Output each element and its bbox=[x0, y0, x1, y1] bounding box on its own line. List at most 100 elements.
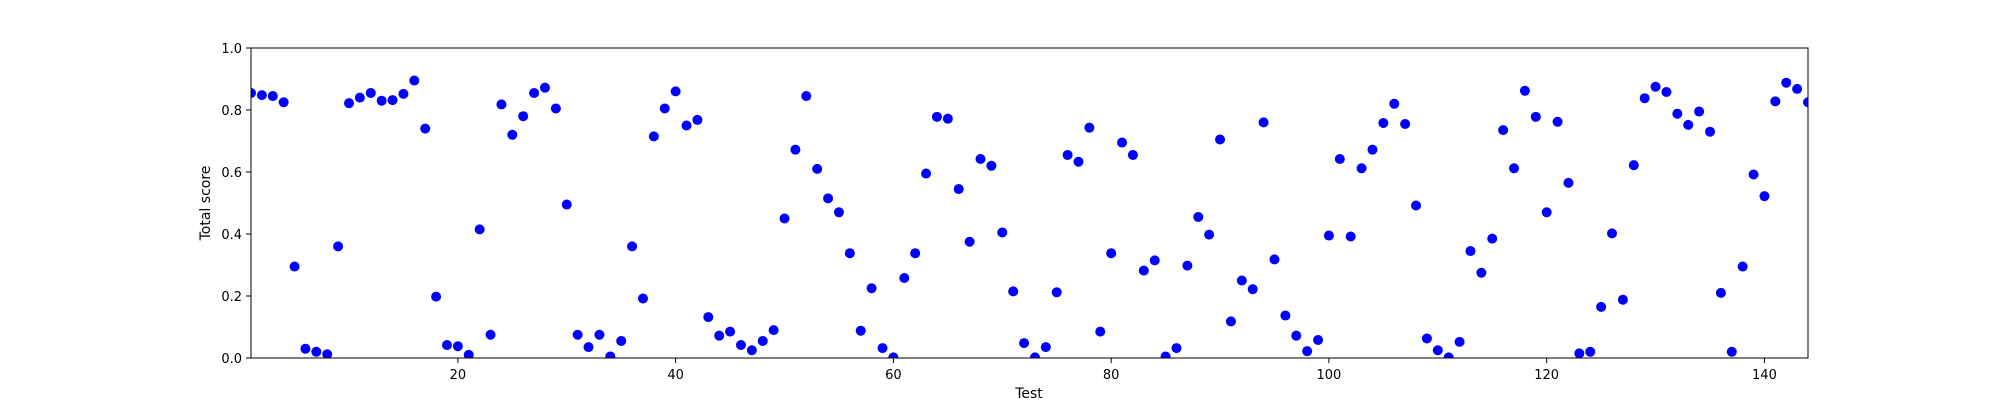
data-point bbox=[931, 111, 942, 122]
data-point bbox=[790, 144, 801, 155]
data-point bbox=[1715, 287, 1726, 298]
data-point bbox=[518, 111, 529, 122]
data-point bbox=[888, 352, 899, 358]
data-point bbox=[1617, 294, 1628, 305]
data-point bbox=[714, 330, 725, 341]
data-point bbox=[1149, 255, 1160, 266]
data-point bbox=[812, 163, 823, 174]
y-tick-label: 0.0 bbox=[221, 352, 242, 367]
data-point bbox=[801, 91, 812, 102]
data-point bbox=[942, 113, 953, 124]
data-point bbox=[725, 326, 736, 337]
data-point bbox=[910, 248, 921, 259]
data-point bbox=[1127, 149, 1138, 160]
data-point bbox=[1106, 248, 1117, 259]
data-point bbox=[1585, 346, 1596, 357]
data-point bbox=[1095, 326, 1106, 337]
data-point bbox=[659, 103, 670, 114]
data-point bbox=[833, 207, 844, 218]
data-point bbox=[692, 114, 703, 125]
data-point bbox=[1421, 333, 1432, 344]
data-point bbox=[1628, 160, 1639, 171]
data-point bbox=[387, 95, 398, 106]
y-tick-label: 0.6 bbox=[221, 166, 242, 181]
data-point bbox=[1650, 81, 1661, 92]
data-point bbox=[1726, 346, 1737, 357]
data-point bbox=[1694, 106, 1705, 117]
data-point bbox=[1792, 83, 1803, 94]
data-point bbox=[550, 103, 561, 114]
data-point bbox=[1607, 228, 1618, 239]
data-point bbox=[1519, 85, 1530, 96]
data-point bbox=[681, 120, 692, 131]
data-point bbox=[594, 329, 605, 340]
data-point bbox=[376, 95, 387, 106]
data-point bbox=[986, 160, 997, 171]
data-point bbox=[1476, 267, 1487, 278]
data-point bbox=[1748, 169, 1759, 180]
data-point bbox=[703, 312, 714, 323]
plot-frame bbox=[250, 47, 1809, 359]
data-point bbox=[1334, 153, 1345, 164]
y-tick-label: 1.0 bbox=[221, 42, 242, 57]
data-point bbox=[485, 329, 496, 340]
data-point bbox=[1313, 335, 1324, 346]
data-point bbox=[1411, 200, 1422, 211]
data-point bbox=[561, 199, 572, 210]
data-point bbox=[637, 293, 648, 304]
data-point bbox=[1563, 177, 1574, 188]
data-point bbox=[627, 241, 638, 252]
data-point bbox=[953, 184, 964, 195]
data-point bbox=[844, 248, 855, 259]
data-point bbox=[964, 236, 975, 247]
data-point bbox=[1661, 87, 1672, 98]
data-point bbox=[409, 75, 420, 86]
data-point bbox=[757, 335, 768, 346]
data-point bbox=[1705, 126, 1716, 137]
data-point bbox=[1117, 137, 1128, 148]
data-point bbox=[1737, 261, 1748, 272]
data-point bbox=[1062, 149, 1073, 160]
data-point bbox=[1302, 346, 1313, 357]
data-point bbox=[572, 329, 583, 340]
data-point bbox=[1019, 338, 1030, 349]
data-point bbox=[1389, 98, 1400, 109]
data-point bbox=[1574, 348, 1585, 358]
data-point bbox=[779, 213, 790, 224]
data-point bbox=[583, 342, 594, 353]
data-point bbox=[997, 227, 1008, 238]
data-point bbox=[1073, 156, 1084, 167]
data-point bbox=[474, 224, 485, 235]
data-point bbox=[1356, 163, 1367, 174]
x-tick-label: 20 bbox=[450, 368, 467, 383]
data-point bbox=[1280, 310, 1291, 321]
data-point bbox=[251, 87, 256, 98]
data-point bbox=[452, 341, 463, 352]
x-axis: 20 40 60 80 100 120 140 bbox=[450, 358, 1777, 383]
data-point bbox=[1182, 260, 1193, 271]
data-point bbox=[1171, 343, 1182, 354]
data-point bbox=[1291, 330, 1302, 341]
data-point bbox=[1367, 144, 1378, 155]
data-point bbox=[1323, 230, 1334, 241]
y-tick-label: 0.8 bbox=[221, 104, 242, 119]
data-point bbox=[1236, 275, 1247, 286]
data-point bbox=[1803, 97, 1808, 108]
data-point bbox=[354, 92, 365, 103]
data-point bbox=[1258, 117, 1269, 128]
data-point bbox=[278, 97, 289, 108]
x-tick-label: 120 bbox=[1534, 368, 1559, 383]
data-point bbox=[648, 131, 659, 142]
data-point bbox=[1487, 233, 1498, 244]
data-point bbox=[1269, 254, 1280, 265]
x-tick-label: 60 bbox=[885, 368, 902, 383]
data-point bbox=[529, 87, 540, 98]
data-point bbox=[256, 90, 267, 101]
x-tick-label: 80 bbox=[1103, 368, 1120, 383]
data-points bbox=[251, 75, 1808, 358]
data-point bbox=[877, 343, 888, 354]
data-point bbox=[463, 349, 474, 358]
data-point bbox=[1204, 229, 1215, 240]
